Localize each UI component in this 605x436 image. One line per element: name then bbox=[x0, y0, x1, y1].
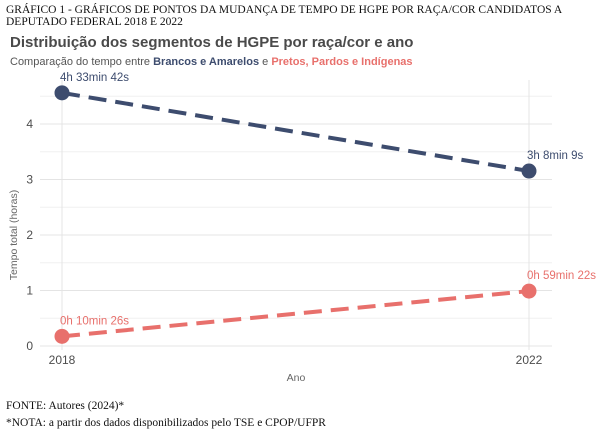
data-label: 4h 33min 42s bbox=[60, 72, 129, 84]
chart-title: Distribuição dos segmentos de HGPE por r… bbox=[10, 34, 414, 51]
plot-panel bbox=[40, 80, 552, 350]
x-axis-label: Ano bbox=[287, 372, 306, 384]
y-axis-label: Tempo total (horas) bbox=[8, 190, 20, 280]
subtitle-group-a: Brancos e Amarelos bbox=[153, 56, 260, 68]
line-chart: 0 1 2 3 4 2018 2022 Ano Tempo total (horas) 4h 33… bbox=[8, 72, 596, 384]
y-tick-label: 3 bbox=[26, 173, 33, 187]
y-tick-label: 2 bbox=[26, 228, 33, 242]
subtitle-group-b: Pretos, Pardos e Indígenas bbox=[271, 56, 413, 68]
chart-area: 0 1 2 3 4 2018 2022 Ano Tempo total (horas) 4h 33… bbox=[0, 30, 605, 390]
y-tick-label: 1 bbox=[26, 284, 33, 298]
x-tick-label: 2022 bbox=[516, 353, 543, 367]
data-point bbox=[54, 328, 70, 344]
chart-subtitle: Comparação do tempo entre Brancos e Amar… bbox=[10, 56, 413, 68]
subtitle-prefix: Comparação do tempo entre bbox=[10, 56, 154, 68]
data-label: 0h 59min 22s bbox=[527, 270, 596, 282]
source-note: FONTE: Autores (2024)* bbox=[6, 400, 125, 412]
data-label: 3h 8min 9s bbox=[527, 150, 584, 162]
data-label: 0h 10min 26s bbox=[60, 315, 129, 327]
series-line-2 bbox=[61, 289, 530, 339]
figure-caption: GRÁFICO 1 - GRÁFICOS DE PONTOS DA MUDANÇ… bbox=[6, 4, 562, 28]
data-note: *NOTA: a partir dos dados disponibilizad… bbox=[6, 417, 326, 429]
x-tick-label: 2018 bbox=[49, 353, 76, 367]
y-tick-label: 0 bbox=[26, 339, 33, 353]
series-line-1 bbox=[61, 90, 530, 174]
data-point bbox=[521, 163, 537, 179]
y-tick-label: 4 bbox=[26, 117, 33, 131]
data-point bbox=[54, 85, 70, 101]
subtitle-connector: e bbox=[259, 56, 272, 68]
data-point bbox=[521, 283, 537, 299]
